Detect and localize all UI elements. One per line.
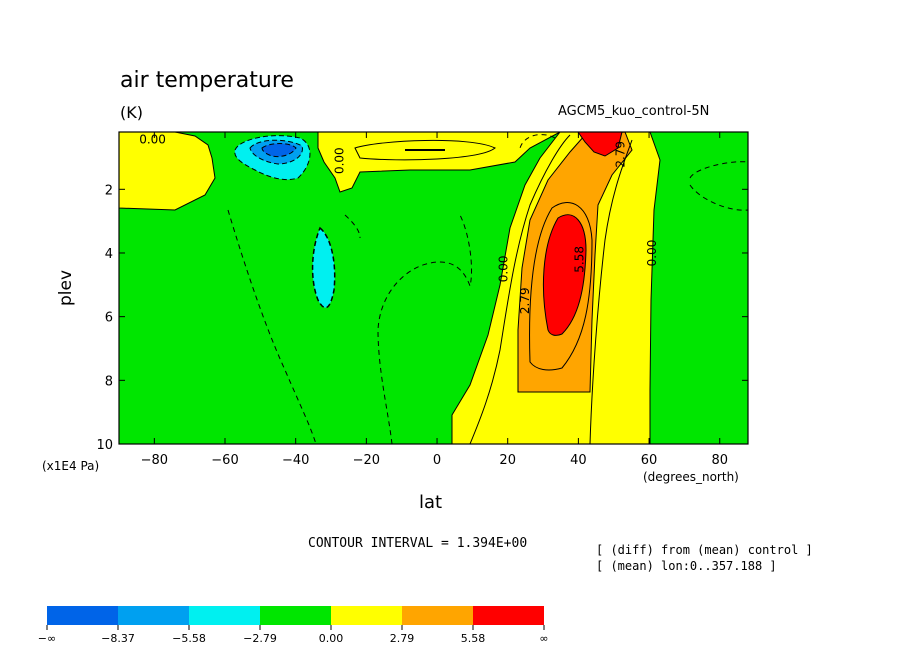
contour-label: 0.00 [497, 256, 511, 283]
y-units: (x1E4 Pa) [42, 459, 100, 473]
colorbar-label: 5.58 [461, 632, 486, 645]
region-upper-warm-core [577, 132, 623, 157]
plot-frame [118, 131, 749, 445]
x-tick-label: 80 [711, 453, 728, 468]
colorbar-bin [473, 606, 544, 625]
colorbar-bin [47, 606, 118, 625]
dashed-contours [227, 134, 748, 444]
note-diff: [ (diff) from (mean) control ] [596, 543, 813, 557]
note-mean: [ (mean) lon:0..357.188 ] [596, 559, 777, 573]
colorbar-label: −2.79 [243, 632, 277, 645]
x-axis-label: lat [419, 492, 443, 513]
x-tick-label: −80 [141, 453, 168, 468]
colorbar-label: 0.00 [319, 632, 344, 645]
region-southern-mid-cold [311, 226, 336, 309]
x-tick-label: 60 [641, 453, 658, 468]
x-tick-label: −40 [282, 453, 309, 468]
colorbar-label: −8.37 [101, 632, 135, 645]
region-upper-tropical-warm [317, 132, 561, 193]
warm-contour-inner [354, 139, 496, 161]
colorbar-bin [260, 606, 331, 625]
contour-label: 2.79 [518, 287, 532, 314]
colorbar-bin [331, 606, 402, 625]
colorbar: −∞ −8.37 −5.58 −2.79 0.00 2.79 5.58 ∞ [38, 606, 549, 645]
contour-label: 0.00 [139, 132, 166, 146]
chart-title: air temperature [120, 68, 294, 93]
region-northern-warm-core [542, 214, 587, 336]
region-southern-upper-coldest [261, 143, 297, 158]
x-tick-label: 20 [499, 453, 516, 468]
y-tick-label: 2 [105, 183, 113, 198]
y-tick-label: 10 [96, 438, 113, 453]
chart-units: (K) [120, 103, 143, 122]
model-label: AGCM5_kuo_control-5N [558, 104, 710, 119]
contour-labels: 0.00 0.00 0.00 2.79 5.58 2.79 0.00 [139, 132, 659, 314]
contour-label: 5.58 [573, 246, 587, 273]
colorbar-bin [189, 606, 260, 625]
x-tick-label: 0 [433, 453, 441, 468]
x-tick-label: 40 [570, 453, 587, 468]
y-tick-label: 4 [105, 247, 113, 262]
contour-label: 0.00 [332, 147, 346, 174]
colorbar-label: −5.58 [172, 632, 206, 645]
x-units: (degrees_north) [643, 470, 739, 484]
colorbar-label: ∞ [539, 632, 548, 645]
x-axis: −80 −60 −40 −20 0 20 40 60 80 [141, 132, 728, 468]
x-tick-label: −60 [211, 453, 238, 468]
y-tick-label: 8 [105, 374, 113, 389]
colorbar-label: −∞ [38, 632, 56, 645]
y-tick-label: 6 [105, 311, 113, 326]
contour-label: 2.79 [613, 141, 627, 168]
colorbar-bin [402, 606, 473, 625]
colorbar-bin [118, 606, 189, 625]
x-tick-label: −20 [353, 453, 380, 468]
contour-label: 0.00 [645, 240, 659, 267]
region-southern-tropopause-warm [119, 132, 216, 211]
solid-contours [469, 134, 633, 444]
colorbar-label: 2.79 [390, 632, 415, 645]
y-axis: 2 4 6 8 10 [96, 183, 748, 453]
warm-contour-2 [529, 202, 593, 371]
contour-interval: CONTOUR INTERVAL = 1.394E+00 [308, 536, 528, 551]
